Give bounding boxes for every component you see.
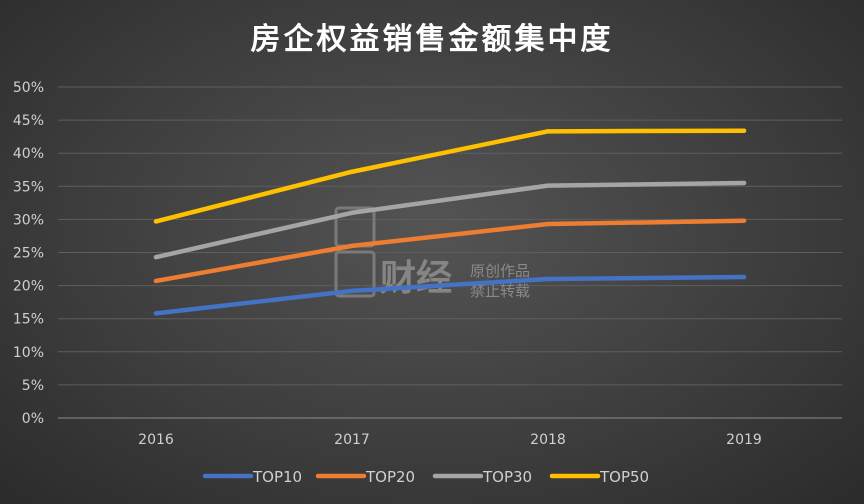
y-tick-label: 0% xyxy=(22,411,44,427)
x-tick-label: 2019 xyxy=(726,432,762,448)
legend: TOP10 TOP20 TOP30 TOP50 xyxy=(202,468,649,486)
data-point-top20 xyxy=(741,218,747,223)
data-point-top50 xyxy=(349,169,355,174)
y-tick-label: 45% xyxy=(13,113,44,129)
gridlines xyxy=(58,86,842,419)
x-tick-label: 2018 xyxy=(530,432,566,448)
chart-title: 房企权益销售金额集中度 xyxy=(250,22,614,57)
data-point-top50 xyxy=(741,128,747,133)
data-point-top20 xyxy=(153,278,159,284)
y-tick-label: 25% xyxy=(13,246,44,262)
data-point-top10 xyxy=(741,274,747,280)
data-point-top30 xyxy=(349,210,355,215)
y-tick-label: 15% xyxy=(13,312,44,328)
data-point-top10 xyxy=(545,276,551,282)
y-tick-label: 40% xyxy=(13,146,44,162)
data-point-top30 xyxy=(153,254,159,260)
x-tick-label: 2017 xyxy=(334,432,370,448)
legend-label-top10: TOP10 xyxy=(252,468,302,486)
x-tick-label: 2016 xyxy=(138,432,174,448)
series-line-top20 xyxy=(153,218,747,284)
watermark-brand: 财经 xyxy=(380,258,452,299)
y-tick-label: 20% xyxy=(13,279,44,295)
data-point-top20 xyxy=(545,221,551,227)
watermark-logo-box-bottom xyxy=(334,250,376,298)
y-tick-label: 50% xyxy=(13,80,44,96)
watermark-line1: 原创作品 xyxy=(470,262,530,280)
y-tick-label: 30% xyxy=(13,212,44,228)
y-tick-label: 35% xyxy=(13,179,44,195)
series-lines xyxy=(153,128,747,316)
data-point-top50 xyxy=(153,219,159,224)
data-point-top30 xyxy=(545,183,551,188)
legend-label-top30: TOP30 xyxy=(482,468,532,486)
series-line-top30 xyxy=(153,180,747,260)
series-line-top50 xyxy=(153,128,747,224)
data-point-top30 xyxy=(741,180,747,186)
y-tick-label: 5% xyxy=(22,378,44,394)
data-point-top20 xyxy=(349,243,355,249)
data-point-top10 xyxy=(153,311,159,316)
legend-label-top20: TOP20 xyxy=(365,468,415,486)
y-tick-label: 10% xyxy=(13,345,44,361)
data-point-top10 xyxy=(349,288,355,294)
axes: 0% 5% 10% 15% 20% 25% 30% 35% 40% 45% 50% 2016 2017 2… xyxy=(13,80,762,448)
data-point-top50 xyxy=(545,129,551,134)
watermark-line2: 禁止转载 xyxy=(470,282,530,300)
series-line-top10 xyxy=(153,274,747,316)
legend-label-top50: TOP50 xyxy=(599,468,649,486)
